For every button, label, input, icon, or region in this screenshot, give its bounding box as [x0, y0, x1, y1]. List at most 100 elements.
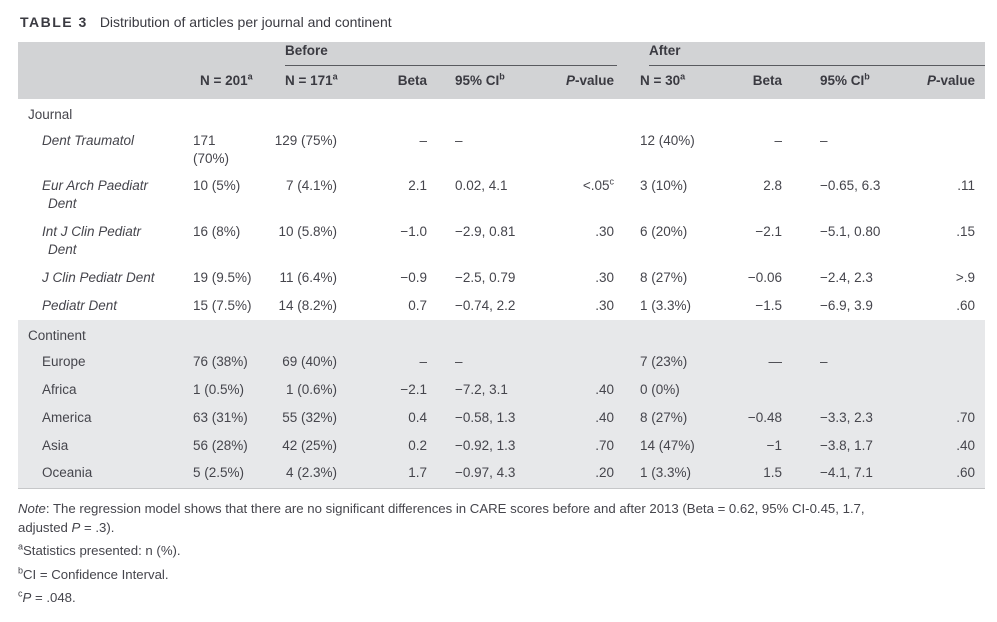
table-cell: >.9	[955, 269, 976, 285]
row-label: America	[18, 404, 185, 433]
col-header-pvalue-before: P-value	[555, 66, 623, 99]
table-cell: 1.7	[345, 460, 435, 490]
table-cell: −0.06	[747, 269, 783, 285]
table-cell: 0.4	[345, 404, 435, 433]
table-cell: .11	[957, 178, 976, 194]
table-cell: 11 (6.4%)	[279, 269, 337, 285]
table-cell: 3 (10%)	[640, 178, 688, 194]
table-cell: 5 (2.5%)	[185, 460, 267, 490]
col-header-beta-before: Beta	[345, 66, 435, 99]
table-header: Before After N = 201a N = 171a Beta 95% …	[18, 42, 986, 99]
table-row: Africa 1 (0.5%) 1 (0.6%) −2.1 −7.2, 3.1.40 0 …	[18, 376, 986, 405]
table-cell: −0.97, 4.3	[435, 460, 555, 490]
col-header-ci-before: 95% CIb	[435, 66, 555, 99]
table-cell: .15	[956, 224, 976, 240]
row-label: Eur Arch Paediatr Dent	[42, 178, 149, 212]
table-cell: 2.8	[763, 178, 783, 194]
row-label: Dent Traumatol	[42, 132, 135, 148]
table-cell: –	[345, 349, 435, 377]
table-cell: 1 (0.6%)	[267, 376, 345, 405]
table-cell	[555, 128, 622, 174]
table-row: Eur Arch Paediatr Dent 10 (5%) 7 (4.1%) 2.1…	[18, 173, 985, 219]
table-cell: –	[790, 349, 911, 377]
table-cell: −0.48	[700, 404, 791, 433]
table-cell: −0.74, 2.2	[455, 297, 516, 313]
col-header-pvalue-after: P-value	[910, 66, 986, 99]
table-cell: −5.1, 0.80	[820, 224, 881, 240]
row-label: Africa	[18, 376, 185, 405]
table-cell: 16 (8%)	[193, 224, 241, 240]
col-header-rowlabel	[18, 66, 185, 99]
table-cell: 69 (40%)	[267, 349, 345, 377]
table-cell: 14 (8.2%)	[278, 297, 337, 313]
section-row: Journal	[18, 99, 985, 128]
table-row: Oceania 5 (2.5%) 4 (2.3%) 1.7 −0.97, 4.3.20 1…	[18, 460, 986, 490]
table-title: Distribution of articles per journal and…	[99, 14, 392, 30]
footnote-b: bCI = Confidence Interval.	[18, 565, 169, 582]
table-cell: 15 (7.5%)	[193, 297, 252, 313]
table-cell	[910, 376, 986, 405]
col-header-n30: N = 30a	[622, 66, 701, 99]
col-header-n201: N = 201a	[185, 66, 267, 99]
header-spacer	[18, 42, 185, 66]
table-cell: .20	[555, 460, 623, 490]
table-row: Asia 56 (28%) 42 (25%) 0.2 −0.92, 1.3.70 14 (…	[18, 432, 986, 461]
row-label: Pediatr Dent	[42, 297, 118, 313]
table-cell: −0.92, 1.3	[435, 432, 555, 461]
table-cell: −2.9, 0.81	[455, 224, 516, 240]
header-spacer	[185, 42, 267, 66]
column-group-before: Before	[267, 42, 623, 66]
table-cell: 2.1	[408, 178, 427, 194]
table-body: Journal Dent Traumatol 171 (70%) 129 (75%) –…	[18, 99, 986, 490]
table-cell: .40	[555, 376, 623, 405]
table-cell: .40	[555, 404, 623, 433]
table-cell: 56 (28%)	[185, 432, 267, 461]
table-cell: 171 (70%)	[193, 132, 230, 166]
note-general: Note: The regression model shows that th…	[18, 501, 865, 536]
row-label: Int J Clin Pediatr Dent	[42, 224, 142, 257]
table-cell: −1	[700, 432, 791, 461]
table-cell: .30	[595, 297, 615, 313]
table-row: America 63 (31%) 55 (32%) 0.4 −0.58, 1.3.40 8…	[18, 404, 986, 433]
table-cell: 55 (32%)	[267, 404, 345, 433]
table-cell: 1 (0.5%)	[185, 376, 267, 405]
table-cell: −0.58, 1.3	[435, 404, 555, 433]
table-cell: −2.5, 0.79	[455, 269, 516, 285]
table-row: Pediatr Dent 15 (7.5%) 14 (8.2%) 0.7 −0.74, …	[18, 293, 985, 321]
row-label: Europe	[18, 349, 185, 377]
table-cell: 6 (20%)	[640, 224, 688, 240]
table-cell: 4 (2.3%)	[267, 460, 345, 490]
table-cell: 7 (4.1%)	[285, 178, 337, 194]
table-cell: −1.0	[400, 224, 427, 240]
table-cell: .30	[595, 269, 615, 285]
footnote-c: cP = .048.	[18, 588, 76, 605]
table-cell: −2.1	[755, 224, 783, 240]
table-cell	[555, 349, 623, 377]
table-cell	[700, 376, 791, 405]
table-cell: .70	[555, 432, 623, 461]
table-cell: 1.5	[700, 460, 791, 490]
table-cell: −2.1	[345, 376, 435, 405]
row-label: Oceania	[18, 460, 185, 490]
table-cell: −4.1, 7.1	[790, 460, 911, 490]
table-row: Dent Traumatol 171 (70%) 129 (75%) – – 12 (40…	[18, 128, 985, 174]
table-cell: 1 (3.3%)	[622, 460, 701, 490]
table-cell: −0.9	[400, 269, 427, 285]
table-cell	[910, 128, 985, 174]
section-header: Journal	[28, 107, 73, 122]
column-group-after: After	[622, 42, 986, 66]
section-header: Continent	[18, 320, 986, 350]
table-cell: 10 (5%)	[193, 178, 241, 194]
column-group-label: Before	[285, 43, 328, 58]
table-cell: 7 (23%)	[622, 349, 701, 377]
table-cell: –	[820, 132, 828, 148]
table-cell: 10 (5.8%)	[278, 224, 337, 240]
table-cell: 76 (38%)	[185, 349, 267, 377]
table-cell	[790, 376, 911, 405]
table-cell	[910, 349, 986, 377]
table-cell: 8 (27%)	[640, 269, 688, 285]
table-number-label: TABLE 3	[20, 14, 88, 30]
table-cell: .60	[956, 297, 976, 313]
table-cell: 19 (9.5%)	[193, 269, 252, 285]
